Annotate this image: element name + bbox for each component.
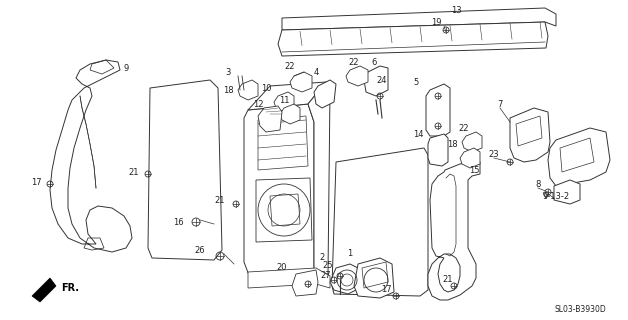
Polygon shape: [308, 82, 330, 274]
Polygon shape: [332, 148, 428, 296]
Polygon shape: [274, 92, 294, 112]
Text: 22: 22: [458, 124, 469, 132]
Polygon shape: [292, 270, 318, 296]
Text: 25: 25: [323, 261, 333, 270]
Polygon shape: [248, 82, 326, 110]
Polygon shape: [244, 104, 314, 278]
Text: 21: 21: [443, 276, 453, 284]
Text: 20: 20: [277, 263, 287, 273]
Text: 12: 12: [252, 100, 263, 108]
Polygon shape: [258, 106, 282, 132]
Polygon shape: [280, 104, 300, 124]
Polygon shape: [554, 180, 580, 204]
Text: 27: 27: [321, 271, 332, 281]
Polygon shape: [426, 84, 450, 136]
Text: 7: 7: [497, 100, 502, 108]
Text: 10: 10: [261, 84, 271, 92]
Text: 21: 21: [215, 196, 225, 204]
Text: 5: 5: [413, 77, 419, 86]
Text: FR.: FR.: [61, 283, 79, 293]
Polygon shape: [510, 108, 550, 162]
Text: 19: 19: [431, 18, 441, 27]
Polygon shape: [290, 72, 312, 92]
Text: 21: 21: [129, 167, 139, 177]
Text: 4: 4: [313, 68, 318, 76]
Polygon shape: [278, 22, 548, 56]
Polygon shape: [428, 162, 480, 300]
Text: 6: 6: [371, 58, 377, 67]
Text: 2: 2: [320, 253, 325, 262]
Text: 22: 22: [284, 61, 295, 70]
Polygon shape: [460, 148, 480, 168]
Polygon shape: [248, 268, 330, 288]
Text: 23: 23: [489, 149, 499, 158]
Polygon shape: [282, 8, 556, 30]
Polygon shape: [346, 66, 368, 86]
Text: 17: 17: [31, 178, 41, 187]
Text: 26: 26: [195, 245, 205, 254]
Text: SL03-B3930D: SL03-B3930D: [554, 306, 606, 315]
Text: 24: 24: [377, 76, 387, 84]
Polygon shape: [314, 80, 336, 108]
Text: 18: 18: [447, 140, 457, 148]
Text: 8: 8: [535, 180, 541, 188]
Text: 3: 3: [225, 68, 230, 76]
Polygon shape: [32, 278, 56, 302]
Polygon shape: [462, 132, 482, 152]
Polygon shape: [548, 128, 610, 186]
Text: 11: 11: [279, 95, 290, 105]
Polygon shape: [330, 264, 360, 294]
Text: 14: 14: [413, 130, 423, 139]
Text: 16: 16: [173, 218, 183, 227]
Polygon shape: [364, 66, 388, 96]
Polygon shape: [238, 80, 258, 100]
Text: 1: 1: [347, 250, 353, 259]
Text: 18: 18: [223, 85, 234, 94]
Text: 22: 22: [349, 58, 359, 67]
Polygon shape: [148, 80, 222, 260]
Text: 13: 13: [451, 5, 462, 14]
Text: 9: 9: [123, 63, 129, 73]
Text: 9-13-2: 9-13-2: [543, 191, 570, 201]
Polygon shape: [428, 134, 448, 166]
Polygon shape: [354, 258, 394, 298]
Text: 17: 17: [381, 285, 391, 294]
Text: 15: 15: [468, 165, 479, 174]
